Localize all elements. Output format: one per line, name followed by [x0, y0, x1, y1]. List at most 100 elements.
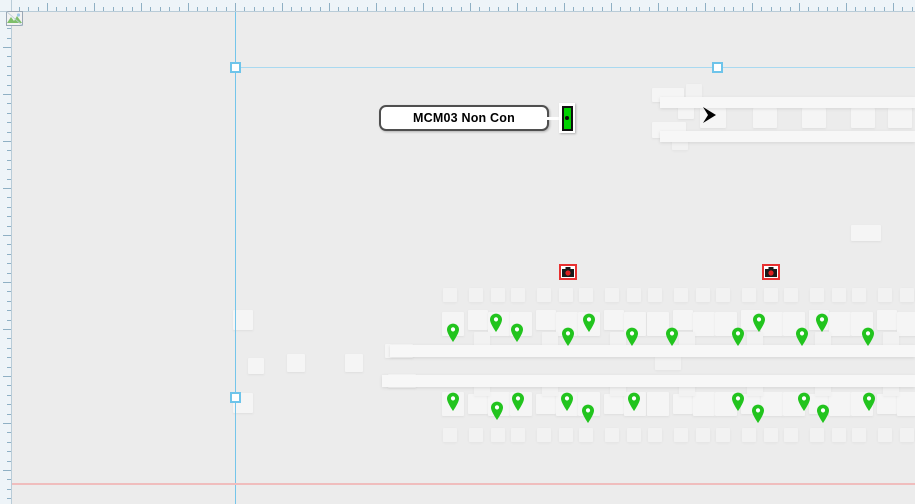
equipment-footprint-box[interactable] — [491, 428, 505, 442]
equipment-footprint-box[interactable] — [747, 332, 763, 348]
equipment-footprint-box[interactable] — [655, 356, 681, 370]
equipment-footprint-box[interactable] — [716, 288, 730, 302]
equipment-footprint-box[interactable] — [679, 332, 695, 348]
selection-handle-top-right[interactable] — [712, 62, 723, 73]
equipment-footprint-box[interactable] — [900, 428, 914, 442]
equipment-footprint-box[interactable] — [693, 312, 715, 336]
equipment-footprint-box[interactable] — [605, 288, 619, 302]
equipment-footprint-box[interactable] — [674, 288, 688, 302]
equipment-footprint-box[interactable] — [627, 288, 641, 302]
equipment-footprint-box[interactable] — [536, 394, 556, 414]
location-pin-marker[interactable] — [862, 392, 876, 411]
equipment-footprint-box[interactable] — [605, 428, 619, 442]
equipment-footprint-box[interactable] — [686, 84, 702, 98]
selection-handle-top-left[interactable] — [230, 62, 241, 73]
equipment-footprint-box[interactable] — [233, 310, 253, 330]
equipment-footprint-box[interactable] — [287, 354, 305, 372]
equipment-footprint-box[interactable] — [753, 108, 777, 128]
location-pin-marker[interactable] — [582, 313, 596, 332]
location-pin-marker[interactable] — [511, 392, 525, 411]
equipment-footprint-box[interactable] — [559, 428, 573, 442]
equipment-footprint-box[interactable] — [742, 428, 756, 442]
location-pin-marker[interactable] — [797, 392, 811, 411]
conveyor-rail[interactable] — [660, 97, 915, 108]
equipment-footprint-box[interactable] — [802, 108, 826, 128]
equipment-footprint-box[interactable] — [673, 310, 693, 330]
equipment-footprint-box[interactable] — [883, 332, 899, 348]
equipment-footprint-box[interactable] — [851, 225, 881, 241]
equipment-footprint-box[interactable] — [248, 358, 264, 374]
location-pin-marker[interactable] — [731, 392, 745, 411]
machine-label-callout[interactable]: MCM03 Non Con — [379, 103, 575, 133]
equipment-footprint-box[interactable] — [715, 392, 737, 416]
equipment-footprint-box[interactable] — [815, 332, 831, 348]
equipment-footprint-box[interactable] — [696, 428, 710, 442]
equipment-footprint-box[interactable] — [716, 428, 730, 442]
location-pin-marker[interactable] — [795, 327, 809, 346]
equipment-footprint-box[interactable] — [468, 394, 488, 414]
equipment-footprint-box[interactable] — [852, 428, 866, 442]
equipment-footprint-box[interactable] — [604, 394, 624, 414]
location-pin-marker[interactable] — [861, 327, 875, 346]
equipment-footprint-box[interactable] — [468, 310, 488, 330]
status-lamp-indicator[interactable] — [561, 105, 573, 131]
location-pin-marker[interactable] — [625, 327, 639, 346]
equipment-footprint-box[interactable] — [648, 288, 662, 302]
equipment-footprint-box[interactable] — [888, 108, 912, 128]
equipment-footprint-box[interactable] — [647, 312, 669, 336]
equipment-footprint-box[interactable] — [764, 288, 778, 302]
location-pin-marker[interactable] — [490, 401, 504, 420]
layout-canvas[interactable]: MCM03 Non Con — [11, 11, 915, 504]
equipment-footprint-box[interactable] — [784, 288, 798, 302]
equipment-footprint-box[interactable] — [542, 332, 558, 348]
location-pin-marker[interactable] — [446, 323, 460, 342]
equipment-footprint-box[interactable] — [700, 108, 726, 128]
equipment-footprint-box[interactable] — [647, 392, 669, 416]
equipment-footprint-box[interactable] — [537, 428, 551, 442]
equipment-footprint-box[interactable] — [693, 392, 715, 416]
equipment-footprint-box[interactable] — [536, 310, 556, 330]
conveyor-rail[interactable] — [390, 345, 915, 357]
vertical-ruler[interactable] — [0, 0, 12, 504]
location-pin-marker[interactable] — [816, 404, 830, 423]
equipment-footprint-box[interactable] — [878, 288, 892, 302]
location-pin-marker[interactable] — [665, 327, 679, 346]
location-pin-marker[interactable] — [560, 392, 574, 411]
equipment-footprint-box[interactable] — [579, 428, 593, 442]
equipment-footprint-box[interactable] — [469, 288, 483, 302]
equipment-footprint-box[interactable] — [877, 310, 897, 330]
selection-rectangle[interactable] — [235, 67, 915, 68]
equipment-footprint-box[interactable] — [715, 312, 737, 336]
conveyor-rail[interactable] — [660, 131, 915, 142]
equipment-footprint-box[interactable] — [627, 428, 641, 442]
equipment-footprint-box[interactable] — [474, 332, 490, 348]
equipment-footprint-box[interactable] — [897, 312, 915, 336]
equipment-footprint-box[interactable] — [761, 312, 783, 336]
equipment-footprint-box[interactable] — [345, 354, 363, 372]
equipment-footprint-box[interactable] — [648, 428, 662, 442]
equipment-footprint-box[interactable] — [511, 428, 525, 442]
equipment-footprint-box[interactable] — [511, 288, 525, 302]
location-pin-marker[interactable] — [815, 313, 829, 332]
equipment-footprint-box[interactable] — [832, 288, 846, 302]
equipment-footprint-box[interactable] — [877, 394, 897, 414]
location-pin-marker[interactable] — [561, 327, 575, 346]
equipment-footprint-box[interactable] — [832, 428, 846, 442]
selection-handle-bottom-left[interactable] — [230, 392, 241, 403]
status-lamp-housing[interactable] — [559, 103, 575, 133]
equipment-footprint-box[interactable] — [764, 428, 778, 442]
equipment-footprint-box[interactable] — [559, 288, 573, 302]
equipment-footprint-box[interactable] — [784, 428, 798, 442]
horizontal-ruler[interactable] — [0, 0, 915, 12]
location-pin-marker[interactable] — [752, 313, 766, 332]
equipment-footprint-box[interactable] — [696, 288, 710, 302]
equipment-footprint-box[interactable] — [810, 288, 824, 302]
equipment-footprint-box[interactable] — [851, 108, 875, 128]
equipment-footprint-box[interactable] — [537, 288, 551, 302]
equipment-footprint-box[interactable] — [810, 428, 824, 442]
location-pin-marker[interactable] — [627, 392, 641, 411]
equipment-footprint-box[interactable] — [829, 392, 851, 416]
location-pin-marker[interactable] — [489, 313, 503, 332]
equipment-footprint-box[interactable] — [897, 392, 915, 416]
equipment-footprint-box[interactable] — [900, 288, 914, 302]
